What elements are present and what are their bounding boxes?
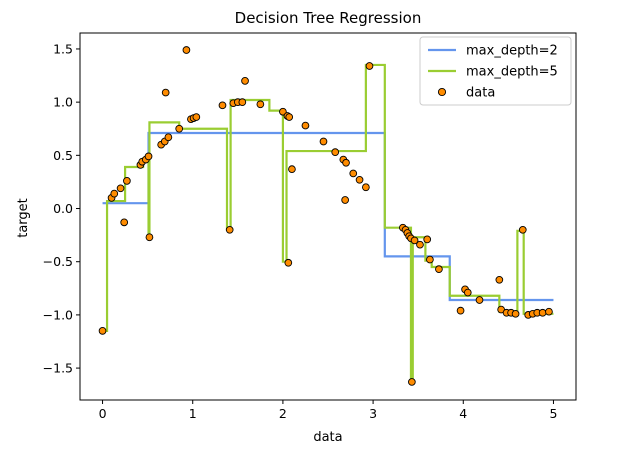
data-point-51: [426, 255, 434, 264]
data-point-24: [238, 98, 247, 106]
data-point-32: [301, 121, 310, 130]
data-point-48: [410, 236, 419, 245]
data-point-26: [256, 100, 265, 109]
data-point-62: [518, 225, 527, 234]
x-tick-label-1: 1: [189, 406, 197, 421]
axis-ticks: 0 1 2 3 4 5 −1.5 −1.0 −0.5 0.0 0.5 1.0 1.5: [43, 41, 558, 421]
data-point-56: [475, 296, 484, 304]
y-tick-label-3: 0.0: [53, 201, 73, 216]
y-tick-label-5: 1.0: [53, 95, 73, 110]
data-point-55: [456, 306, 465, 315]
data-point-2: [110, 189, 119, 198]
data-point-41: [365, 62, 374, 70]
data-point-47: [408, 378, 416, 386]
y-tick-label-1: −1.0: [43, 307, 73, 322]
data-point-19: [192, 113, 201, 121]
x-axis-label: data: [313, 430, 342, 445]
data-point-5: [123, 177, 131, 185]
data-point-30: [284, 258, 293, 267]
data-point-39: [362, 183, 370, 192]
data-point-49: [416, 240, 424, 249]
x-tick-label-2: 2: [279, 406, 287, 421]
data-point-9: [144, 152, 153, 161]
data-point-4: [120, 218, 129, 227]
chart-title: Decision Tree Regression: [235, 9, 422, 27]
data-point-20: [218, 101, 227, 110]
y-axis-label: target: [16, 198, 31, 238]
series-line-max-depth-2: [102, 131, 554, 302]
legend-label-data: data: [466, 86, 495, 101]
series-line-max-depth-5: [102, 63, 554, 384]
legend-label-max-depth-5: max_depth=5: [466, 65, 558, 80]
data-point-66: [538, 308, 547, 317]
data-point-57: [495, 275, 504, 284]
data-point-50: [423, 235, 432, 244]
x-tick-label-3: 3: [369, 406, 377, 421]
data-point-10: [145, 233, 154, 242]
x-tick-label-0: 0: [99, 406, 107, 421]
data-point-29: [285, 113, 294, 121]
plot-area: [98, 46, 554, 386]
data-point-37: [349, 169, 358, 178]
data-point-14: [164, 133, 173, 142]
data-point-61: [511, 309, 520, 318]
y-tick-label-4: 0.5: [53, 148, 73, 163]
x-tick-label-4: 4: [459, 406, 467, 421]
plot-frame: [79, 32, 577, 401]
data-point-25: [241, 77, 249, 85]
data-point-16: [182, 46, 191, 54]
data-point-0: [98, 327, 107, 335]
data-point-36: [342, 158, 350, 167]
y-tick-label-6: 1.5: [53, 41, 73, 56]
x-tick-label-5: 5: [549, 406, 557, 421]
data-point-34: [331, 148, 340, 156]
legend-marker-data: [437, 87, 447, 97]
data-point-52: [435, 265, 443, 274]
data-point-33: [319, 137, 328, 146]
legend-label-max-depth-2: max_depth=2: [466, 44, 558, 59]
data-point-15: [175, 124, 184, 133]
y-tick-label-0: −1.5: [43, 361, 73, 376]
data-point-13: [161, 88, 170, 97]
data-point-54: [463, 288, 472, 297]
data-point-40: [341, 196, 349, 204]
data-point-21: [225, 225, 234, 234]
data-point-3: [116, 184, 125, 193]
data-point-38: [355, 175, 364, 184]
data-point-31: [288, 165, 296, 174]
y-tick-label-2: −0.5: [43, 254, 73, 269]
legend-box: [419, 36, 572, 106]
data-point-67: [545, 307, 553, 316]
